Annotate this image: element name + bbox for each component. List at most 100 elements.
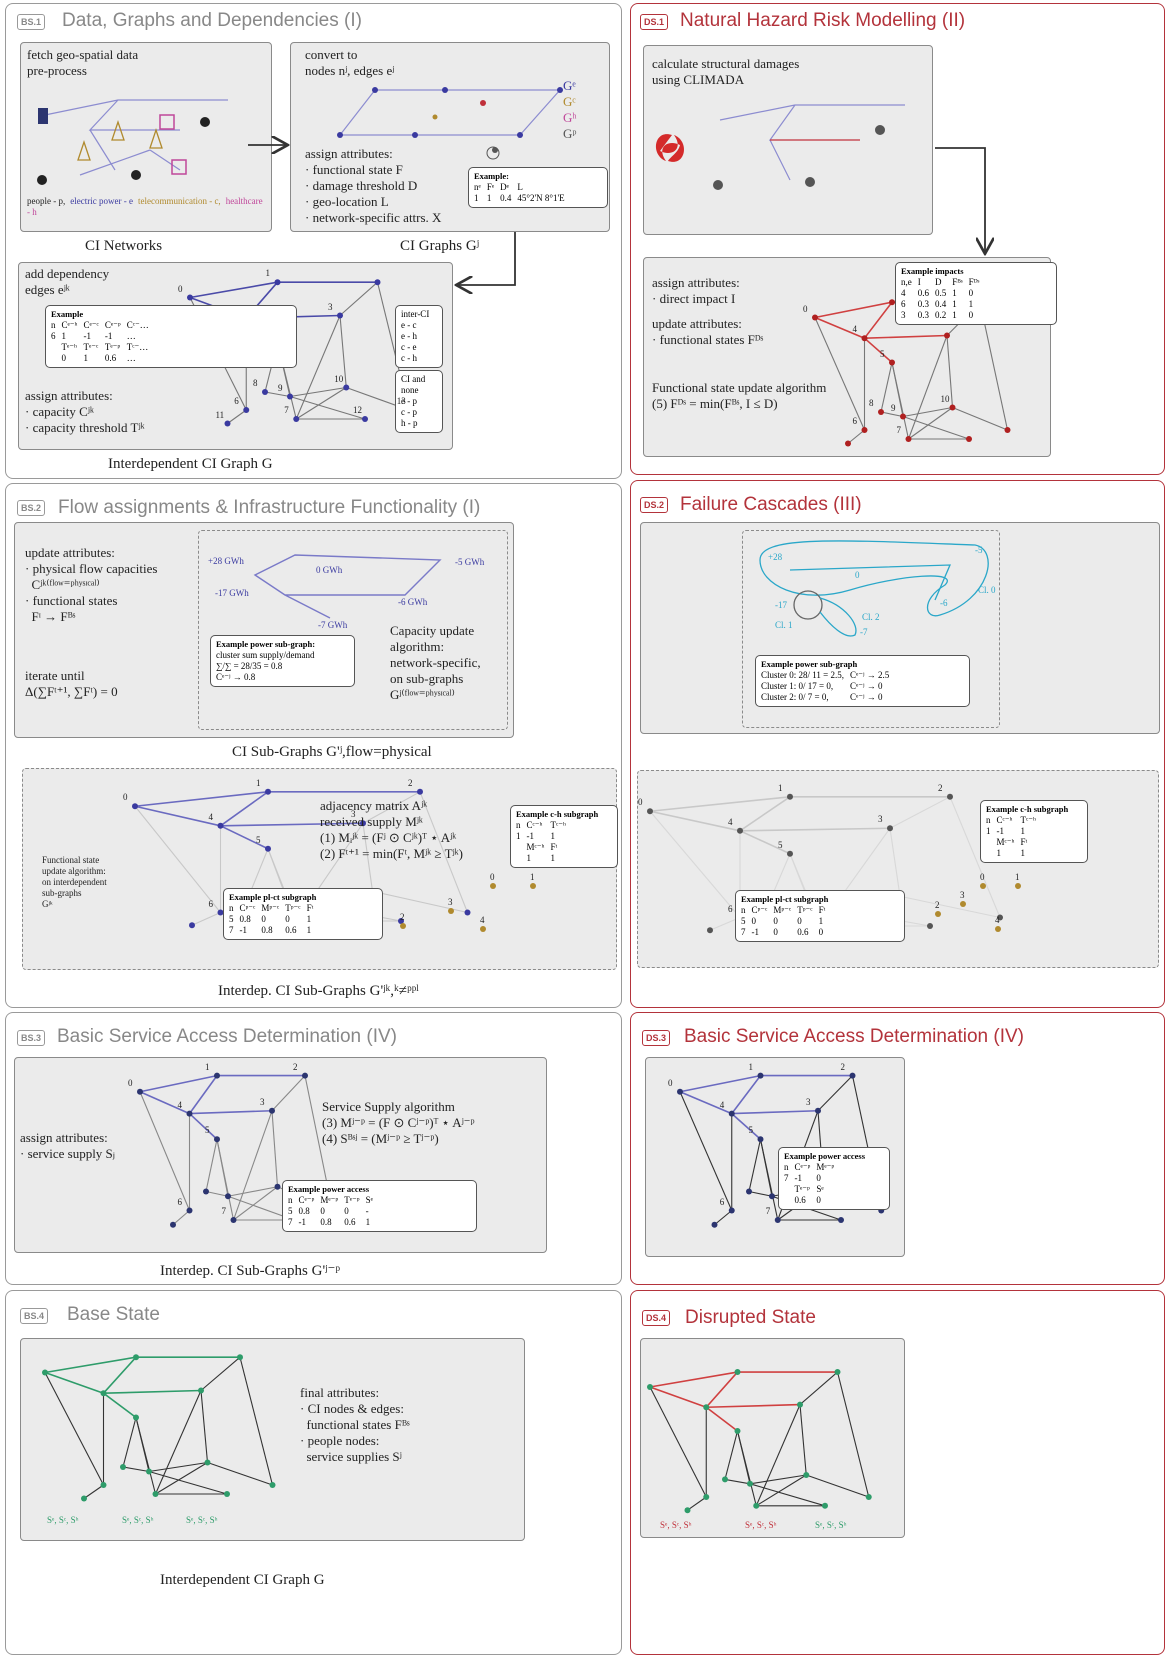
node-label: 12 (353, 405, 362, 415)
text-line: sub-graphs (42, 888, 82, 898)
edge (139, 1091, 191, 1211)
callout: Example power access n Cᵉ⁻ᵖ Mᵉ⁻ᵖ 7 -1 0 Tᵉ⁻ᵖ Sᵉ 0… (778, 1147, 890, 1210)
table-cell: Tᵖ⁻ᶜ (285, 903, 301, 913)
edge (755, 1404, 801, 1507)
table-cell: Cᵉ⁻ᵖ (104, 320, 121, 330)
callout: Example: nᵉ Fᵉ Dᵉ L 1 1 0.4 45°2'N 8°1'E (468, 167, 608, 208)
node-label: 4 (852, 324, 858, 335)
table-cell: D (935, 277, 942, 287)
table-cell: 1 (306, 914, 312, 924)
table-cell: 0 (773, 916, 778, 926)
panel-tag: DS.4 (642, 1310, 671, 1326)
table-cell: n (288, 1195, 293, 1205)
text-line: Service Supply algorithm (322, 1099, 455, 1114)
table-cell: 1 (1020, 826, 1025, 836)
node (265, 845, 271, 852)
edge (289, 395, 366, 420)
edge (814, 317, 866, 431)
edge (863, 301, 893, 339)
edge (362, 791, 421, 824)
node-label: 3 (260, 1096, 265, 1107)
edge (705, 1371, 739, 1408)
node (146, 1468, 152, 1475)
text-line: · network-specific attrs. X (305, 210, 442, 225)
table-row: 1 -1 1 (986, 826, 1042, 837)
table-cell: Cᵉ⁻ᶜ (83, 320, 99, 330)
text-line: assign attributes: (25, 388, 113, 403)
node (186, 1110, 193, 1117)
edge (134, 805, 221, 827)
edge (949, 796, 1001, 918)
node-label: 8 (869, 398, 874, 408)
node-label: 3 (960, 890, 965, 900)
table-row: 5 0.8 0 0 - (288, 1206, 379, 1217)
node (42, 1369, 48, 1376)
text-block: update attributes: · functional states Fᴰ… (652, 316, 763, 348)
node (747, 1480, 753, 1487)
text-line: pre-process (27, 63, 87, 78)
table-cell: 0 (751, 916, 757, 926)
table-cell: 1 (516, 831, 521, 841)
node-label: 3 (351, 809, 356, 820)
table: n Cᵖ⁻ᶜ Mᵖ⁻ᶜ Tᵖ⁻ᶜ Fᵗ 5 0.8 0 0 1 7 -1 0.8 0.6 1 (229, 903, 319, 936)
text-line: · people nodes: (300, 1433, 380, 1448)
table-cell: 6 (51, 331, 56, 341)
table-cell (784, 1184, 795, 1195)
table-cell (516, 842, 527, 853)
table-cell: Sᵉ (816, 1184, 824, 1194)
table-cell: Mᵖ⁻ᶜ (261, 903, 280, 913)
node (448, 908, 454, 914)
table-row: n Cᵖ⁻ᶜ Mᵖ⁻ᶜ Tᵖ⁻ᶜ Fᵗ (229, 903, 319, 914)
node (966, 436, 972, 442)
text-block: convert to nodes nʲ, edges eʲ (305, 47, 394, 79)
text-line: c - h (401, 353, 417, 363)
edge (755, 1474, 807, 1507)
text-block: fetch geo-spatial data pre-process (27, 47, 138, 79)
node (152, 1491, 159, 1497)
edge (714, 1210, 733, 1226)
table-row: cluster sum supply/demand (216, 650, 321, 661)
panel-tag: BS.1 (17, 14, 46, 30)
table-cell: 0.3 (917, 299, 929, 309)
panel-tag: BS.4 (20, 1308, 49, 1324)
table-cell: Mᵖ⁻ᶜ (773, 905, 792, 915)
table-row: 7 -1 0.8 0.6 1 (288, 1217, 379, 1228)
table-cell: n (51, 320, 56, 330)
table-cell: 3 (901, 310, 906, 320)
node (769, 1193, 775, 1200)
legend-entry: electric power - e (70, 196, 133, 206)
table-cell: 0.6 (285, 925, 297, 935)
node (746, 1188, 752, 1195)
table-cell: 1 (83, 353, 88, 363)
edge (248, 848, 269, 896)
table-cell: Cᵖ⁻ᶜ (751, 905, 768, 915)
node (237, 1354, 243, 1361)
callout-title: Example pl-ct subgraph (229, 892, 317, 902)
node (711, 1221, 718, 1228)
text-line: · CI nodes & edges: (300, 1401, 404, 1416)
edge (739, 796, 791, 832)
edge (649, 1386, 707, 1408)
text-line: edges eʲᵏ (25, 282, 70, 297)
node-label: 0 (803, 303, 808, 314)
node-label: 1 (778, 782, 783, 793)
edge (649, 810, 741, 832)
node-label: 2 (840, 1061, 846, 1072)
table-row: 6 1 -1 -1… (51, 331, 155, 342)
table-row: 0 1 0.6… (51, 353, 155, 364)
node-label: 5 (880, 348, 885, 359)
node (753, 1502, 760, 1509)
node (734, 1428, 741, 1434)
edge (748, 1190, 773, 1197)
table-cell: 1 (968, 299, 974, 309)
node (927, 923, 933, 929)
text-line: · geo-location L (305, 194, 389, 209)
table-row: 3 0.3 0.2 1 0 (901, 310, 985, 321)
node-label: 5 (205, 1125, 210, 1136)
node-label: 1 (1015, 872, 1020, 882)
text-line: using CLIMADA (652, 72, 745, 87)
node (647, 808, 653, 815)
node (530, 883, 536, 889)
